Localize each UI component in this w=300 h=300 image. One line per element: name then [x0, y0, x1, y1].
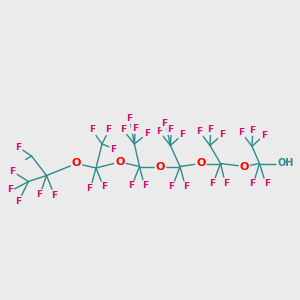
Text: F: F: [249, 179, 255, 188]
Text: F: F: [10, 167, 16, 176]
Text: F: F: [16, 196, 22, 206]
Text: F: F: [250, 126, 256, 135]
Text: F: F: [110, 145, 116, 154]
Text: F: F: [238, 128, 244, 137]
Text: O: O: [115, 157, 125, 167]
Text: O: O: [196, 158, 206, 169]
Text: O: O: [72, 158, 81, 169]
Text: F: F: [86, 184, 92, 193]
Text: F: F: [142, 181, 148, 190]
Text: F: F: [7, 185, 13, 194]
Text: F: F: [132, 124, 138, 133]
Text: F: F: [51, 190, 57, 200]
Text: F: F: [209, 179, 215, 188]
Text: F: F: [126, 114, 132, 123]
Text: F: F: [208, 125, 214, 134]
Text: F: F: [144, 129, 150, 138]
Text: F: F: [106, 125, 112, 134]
Text: O: O: [240, 161, 249, 172]
Text: F: F: [224, 178, 230, 188]
Text: F: F: [196, 127, 202, 136]
Text: F: F: [261, 130, 267, 140]
Text: F: F: [264, 179, 270, 188]
Text: F: F: [219, 130, 225, 139]
Text: F: F: [179, 130, 185, 139]
Text: F: F: [16, 142, 22, 152]
Text: F: F: [169, 182, 175, 191]
Text: F: F: [36, 190, 42, 199]
Text: F: F: [101, 182, 107, 191]
Text: F: F: [120, 124, 126, 134]
Text: F: F: [156, 127, 162, 136]
Text: OH: OH: [278, 158, 294, 169]
Text: F: F: [128, 182, 134, 190]
Text: F: F: [167, 125, 173, 134]
Text: O: O: [156, 161, 165, 172]
Text: F: F: [89, 125, 95, 134]
Text: F: F: [184, 182, 190, 191]
Text: F: F: [161, 118, 167, 127]
